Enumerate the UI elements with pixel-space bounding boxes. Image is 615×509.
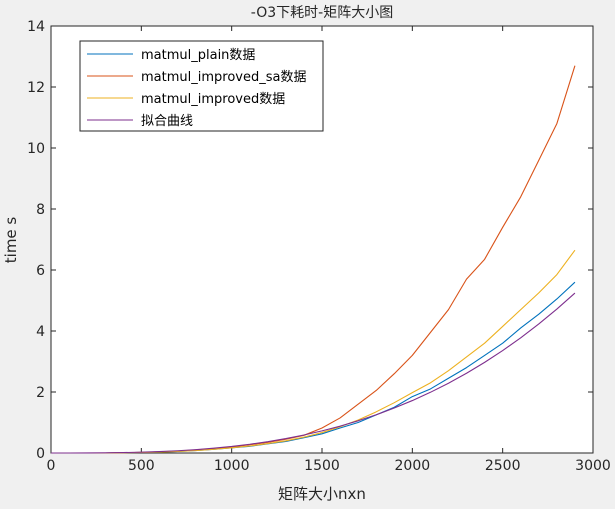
y-tick-label: 2 — [36, 385, 45, 401]
axis-ticks — [50, 25, 594, 454]
y-tick-label: 6 — [36, 263, 45, 279]
x-tick-label: 500 — [128, 458, 155, 474]
legend-label-4: 拟合曲线 — [141, 114, 193, 129]
legend-box — [79, 40, 324, 132]
legend-label-2: matmul_improved_sa数据 — [141, 70, 306, 85]
y-tick-label: 8 — [36, 202, 45, 218]
y-tick-label: 12 — [27, 80, 45, 96]
series-lines — [51, 65, 576, 454]
legend: matmul_plain数据 matmul_improved_sa数据matmul… — [79, 40, 324, 132]
x-tick-label: 0 — [47, 458, 56, 474]
y-tick-label: 10 — [27, 141, 45, 157]
y-axis-label: time s — [2, 217, 20, 264]
chart-title: -O3下耗时-矩阵大小图 — [251, 5, 393, 21]
y-tick-label: 4 — [36, 324, 45, 340]
x-axis-label: 矩阵大小nxn — [278, 485, 366, 503]
y-tick-label: 14 — [27, 19, 45, 35]
legend-label-3: matmul_improved数据 — [141, 92, 285, 107]
legend-label-1: matmul_plain数据 — [141, 48, 255, 63]
x-tick-label: 1500 — [304, 458, 340, 474]
x-tick-label: 2000 — [395, 458, 431, 474]
axis-tick-labels: 0 500 1000 1500 2000 2500 3000 0 2 4 6 8 10 12 14 — [27, 19, 611, 474]
y-tick-label: 0 — [36, 446, 45, 462]
x-tick-label: 1000 — [214, 458, 250, 474]
series-line-4 — [51, 292, 576, 454]
x-tick-label: 3000 — [575, 458, 611, 474]
x-tick-label: 2500 — [485, 458, 521, 474]
